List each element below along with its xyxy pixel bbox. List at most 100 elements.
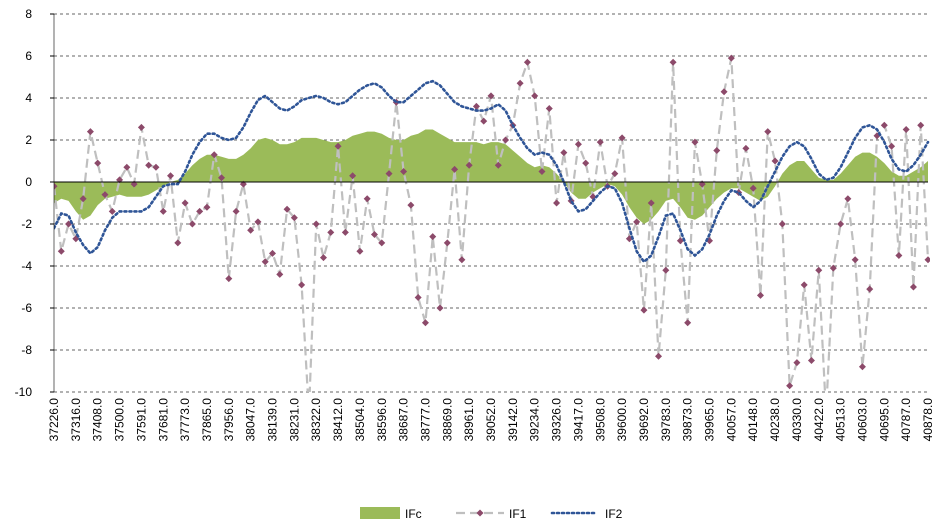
x-tick-label: 40603.0 <box>855 398 869 442</box>
marker <box>924 256 930 264</box>
marker <box>188 220 196 228</box>
marker <box>742 144 750 152</box>
x-tick-label: 39873.0 <box>681 398 695 442</box>
marker <box>349 172 357 180</box>
x-tick-label: 39600.0 <box>615 398 629 442</box>
marker <box>174 239 182 247</box>
marker <box>829 264 837 272</box>
y-tick-label: 8 <box>25 7 32 21</box>
x-tick-label: 37500.0 <box>113 398 127 442</box>
x-tick-label: 38322.0 <box>309 398 323 442</box>
marker <box>888 142 896 150</box>
marker <box>866 285 874 293</box>
x-tick-label: 38047.0 <box>244 398 258 442</box>
x-tick-label: 40330.0 <box>790 398 804 442</box>
marker <box>691 138 699 146</box>
x-tick-label: 40787.0 <box>899 398 913 442</box>
y-tick-label: 6 <box>25 49 32 63</box>
marker <box>756 291 764 299</box>
x-tick-label: 39142.0 <box>506 398 520 442</box>
y-tick-label: -2 <box>21 217 32 231</box>
marker <box>436 304 444 312</box>
x-tick-label: 37408.0 <box>91 398 105 442</box>
marker <box>713 147 721 154</box>
marker <box>633 218 641 226</box>
x-tick-label: 40878.0 <box>921 398 935 442</box>
marker <box>101 191 109 199</box>
legend-label: IFc <box>405 507 422 521</box>
marker <box>516 79 524 87</box>
area <box>54 129 928 224</box>
marker <box>203 203 211 211</box>
marker <box>319 254 327 262</box>
marker <box>611 170 619 178</box>
legend-marker <box>476 509 484 517</box>
x-tick-label: 38687.0 <box>397 398 411 442</box>
marker <box>800 281 808 289</box>
marker <box>385 170 393 178</box>
x-tick-label: 38139.0 <box>266 398 280 442</box>
marker <box>472 102 480 110</box>
y-tick-label: -4 <box>21 259 32 273</box>
x-tick-label: 39326.0 <box>550 398 564 442</box>
marker <box>778 220 786 228</box>
marker <box>225 275 233 283</box>
x-tick-label: 39508.0 <box>593 398 607 442</box>
marker <box>400 168 408 175</box>
marker <box>793 359 801 367</box>
marker <box>720 88 728 96</box>
marker <box>807 357 815 364</box>
marker <box>443 239 451 247</box>
x-tick-label: 40238.0 <box>768 398 782 442</box>
marker <box>560 149 568 157</box>
marker <box>137 123 145 131</box>
marker <box>86 128 94 136</box>
marker <box>582 159 590 167</box>
y-tick-label: 2 <box>25 133 32 147</box>
x-tick-label: 37316.0 <box>69 398 83 442</box>
marker <box>895 252 903 259</box>
marker <box>844 195 852 203</box>
legend-label: IF1 <box>509 507 527 521</box>
marker <box>276 270 284 278</box>
marker <box>152 163 160 171</box>
marker <box>480 117 488 125</box>
legend: IFc IF1 IF2 <box>360 507 623 521</box>
marker <box>487 92 495 100</box>
x-tick-label: 37681.0 <box>156 398 170 442</box>
legend-swatch <box>360 507 400 519</box>
line <box>54 79 930 264</box>
marker <box>684 319 692 327</box>
marker <box>429 233 437 241</box>
marker <box>407 201 415 209</box>
x-tick-label: 39052.0 <box>484 398 498 442</box>
marker <box>596 138 604 146</box>
x-tick-label: 38596.0 <box>375 398 389 442</box>
marker <box>494 161 502 169</box>
x-tick-label: 37865.0 <box>200 398 214 442</box>
x-tick-label: 37956.0 <box>222 398 236 442</box>
marker <box>640 306 648 314</box>
marker <box>334 142 342 150</box>
marker <box>917 121 925 129</box>
x-tick-label: 38961.0 <box>462 398 476 442</box>
marker <box>57 247 65 255</box>
marker <box>451 165 459 173</box>
marker <box>909 283 917 291</box>
marker <box>378 239 386 247</box>
marker <box>851 256 859 264</box>
marker <box>123 163 131 171</box>
x-tick-label: 38412.0 <box>331 398 345 442</box>
marker <box>196 207 204 215</box>
marker <box>771 157 779 165</box>
y-tick-label: -10 <box>15 385 33 399</box>
marker <box>145 161 153 169</box>
marker <box>502 136 510 144</box>
marker <box>531 92 539 100</box>
marker <box>210 151 218 159</box>
y-tick-label: 4 <box>25 91 32 105</box>
x-tick-label: 39965.0 <box>703 398 717 442</box>
marker <box>458 256 466 264</box>
x-tick-label: 39234.0 <box>528 398 542 442</box>
marker <box>232 207 240 215</box>
